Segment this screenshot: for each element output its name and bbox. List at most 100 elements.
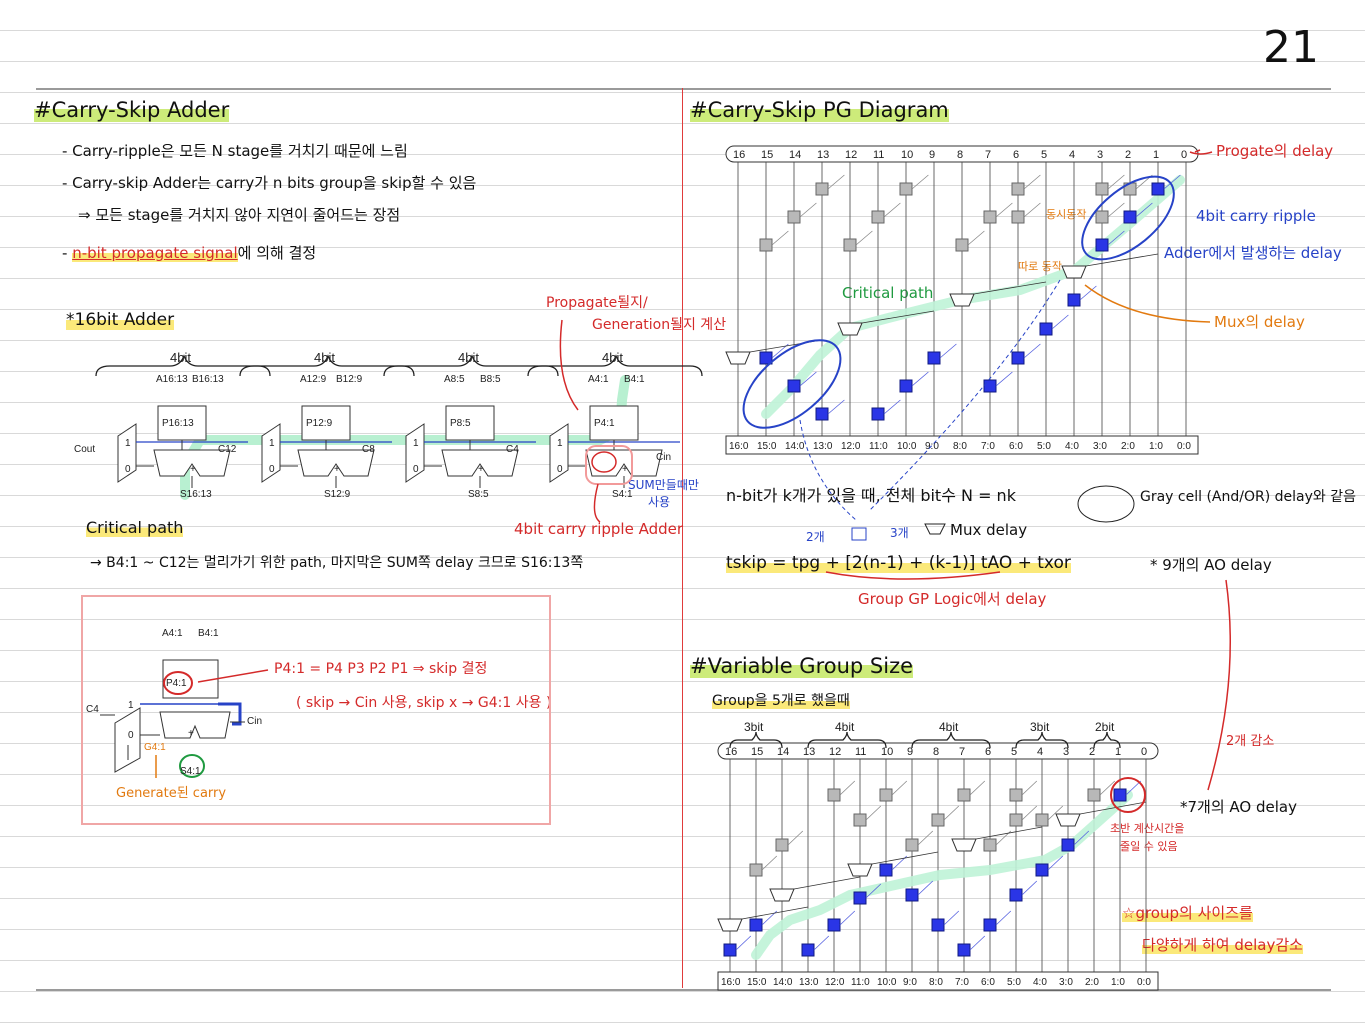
group-brace	[807, 731, 887, 749]
annot-line-progate	[1194, 149, 1201, 153]
cell-link	[943, 805, 960, 821]
section-title-pg-diagram: #Carry-Skip PG Diagram	[690, 98, 949, 122]
sum-label: S8:5	[468, 489, 489, 500]
black-cell	[1011, 351, 1025, 365]
black-cell	[899, 379, 913, 393]
pg-bottom-bit: 6:0	[981, 977, 995, 988]
pg-bottom-bit: 12:0	[841, 441, 861, 452]
detail-mux0: 0	[128, 730, 134, 741]
black-cell	[801, 943, 815, 957]
black-cell	[787, 379, 801, 393]
black-cell	[827, 918, 841, 932]
initial-time-note2: 줄일 수 있음	[1120, 840, 1178, 853]
black-cell	[1095, 238, 1109, 252]
cell-link	[1023, 202, 1041, 218]
propagate-label: P12:9	[306, 418, 333, 429]
ripple-adder	[441, 449, 519, 477]
adder-plus: +	[334, 464, 340, 475]
bullet-carry-skip: - Carry-skip Adder는 carry가 n bits group을…	[62, 174, 477, 192]
cell-link	[1021, 880, 1038, 896]
annot-dash-1	[869, 279, 1061, 511]
seven-ao-delay: *7개의 AO delay	[1180, 798, 1297, 816]
pg-bottom-bit: 7:0	[981, 441, 995, 452]
black-cell	[957, 943, 971, 957]
pg-bottom-bit: 4:0	[1033, 977, 1047, 988]
pg-bottom-bit: 13:0	[799, 977, 819, 988]
cell-link	[943, 910, 960, 926]
pg-top-bit: 11	[855, 746, 866, 758]
group-gp-note: Group GP Logic에서 delay	[858, 590, 1047, 608]
skip-mux	[1055, 813, 1081, 827]
pg-bottom-bit: 2:0	[1121, 441, 1135, 452]
gray-cell	[815, 182, 829, 196]
pg-bottom-bit: 3:0	[1093, 441, 1107, 452]
pg-bottom-bit: 14:0	[785, 441, 805, 452]
group-size-label: 4bit	[939, 720, 959, 734]
pg-top-bit: 7	[985, 149, 991, 161]
formula-two: 2개	[806, 530, 825, 544]
skip-mux	[1061, 265, 1087, 279]
mux-in-1: 1	[557, 438, 563, 449]
skip-mux	[951, 838, 977, 852]
black-cell	[1039, 322, 1053, 336]
page-number: 21	[1263, 22, 1319, 73]
skip-mux	[261, 423, 281, 483]
pg-top-bit: 0	[1181, 149, 1187, 161]
nine-ao-delay: * 9개의 AO delay	[1150, 556, 1272, 574]
cell-link	[827, 174, 845, 190]
pg-top-bit: 9	[929, 149, 935, 161]
pg-top-bit: 8	[957, 149, 963, 161]
pg-bottom-bit: 8:0	[929, 977, 943, 988]
pg-top-bit: 16	[733, 149, 745, 161]
mux-in-1: 1	[413, 438, 419, 449]
carry-label: Cout	[74, 444, 95, 455]
group-brace	[729, 731, 783, 749]
top-rule	[36, 88, 1331, 90]
gray-cell	[1095, 210, 1109, 224]
cell-link	[799, 371, 817, 387]
pg-top-bit: 5	[1041, 149, 1047, 161]
black-cell	[905, 888, 919, 902]
pg-bottom-bit: 4:0	[1065, 441, 1079, 452]
cell-link	[1021, 805, 1038, 821]
pg-bottom-bit: 0:0	[1177, 441, 1191, 452]
cell-link	[1107, 174, 1125, 190]
cell-link	[839, 780, 856, 796]
mux-in-1: 1	[125, 438, 131, 449]
pg-bottom-bit: 10:0	[877, 977, 897, 988]
annot-separate: 따로 동작	[1018, 260, 1062, 273]
pg-top-bit: 11	[873, 149, 884, 161]
annot-progate-delay: Progate의 delay	[1216, 142, 1334, 160]
pg-top-bit: 3	[1097, 149, 1103, 161]
black-cell	[1113, 788, 1127, 802]
gray-cell	[905, 838, 919, 852]
cell-link	[827, 399, 845, 415]
input-b-label: B16:13	[192, 374, 224, 385]
pg-bottom-bit: 14:0	[773, 977, 793, 988]
skip-mux	[847, 863, 873, 877]
input-a-label: A8:5	[444, 374, 465, 385]
variable-red-circle	[1110, 777, 1146, 813]
black-cell	[1009, 888, 1023, 902]
cell-link	[995, 202, 1013, 218]
pg-top-bit: 7	[959, 746, 965, 758]
sum-label: S4:1	[612, 489, 633, 500]
cell-link	[1023, 174, 1041, 190]
sum-label: S16:13	[180, 489, 212, 500]
pg-bottom-bit: 8:0	[953, 441, 967, 452]
adder-plus: +	[190, 464, 196, 475]
annot-arrow-ripple	[593, 483, 601, 523]
pg-bottom-bit: 10:0	[897, 441, 917, 452]
cell-link	[911, 371, 929, 387]
group-label-4bit: 4bit	[314, 350, 335, 365]
pg-bottom-bit: 2:0	[1085, 977, 1099, 988]
cell-link	[891, 780, 908, 796]
gray-cell	[983, 210, 997, 224]
cell-link	[911, 174, 929, 190]
cell-link	[995, 371, 1013, 387]
section-title-carry-skip: #Carry-Skip Adder	[34, 98, 230, 122]
hatched-box	[851, 527, 867, 541]
detail-b-label: B4:1	[198, 628, 219, 639]
cell-link	[1047, 805, 1064, 821]
annot-curve-progate	[1189, 151, 1213, 155]
